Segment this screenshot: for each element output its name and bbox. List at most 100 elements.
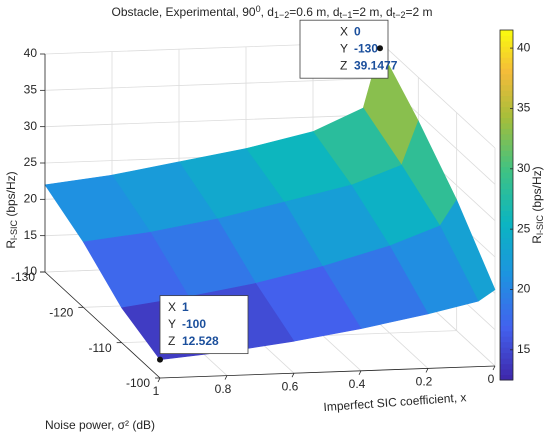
- colorbar-cell: [500, 363, 513, 370]
- colorbar-cell: [500, 221, 513, 228]
- colorbar-cell: [500, 325, 513, 332]
- colorbar-tick-label: 20: [517, 282, 531, 296]
- colorbar-cell: [500, 297, 513, 304]
- x-tick: [291, 373, 295, 378]
- colorbar-cell: [500, 172, 513, 179]
- colorbar-cell: [500, 106, 513, 113]
- colorbar-frame: [499, 29, 514, 381]
- colorbar-cell: [500, 57, 513, 64]
- colorbar-cell: [500, 254, 513, 261]
- colorbar-cell: [500, 292, 513, 299]
- colorbar-cell: [500, 95, 513, 102]
- colorbar-cell: [500, 330, 513, 337]
- y-tick-label: -120: [49, 306, 73, 320]
- x-axis-line: [159, 365, 496, 379]
- colorbar-cell: [500, 243, 513, 250]
- colorbar-cell: [500, 133, 513, 140]
- x-tick-label: 0.4: [349, 377, 366, 391]
- z-tick-label: 35: [24, 83, 38, 97]
- x-tick-label: 0.2: [416, 375, 433, 389]
- colorbar-cell: [500, 270, 513, 277]
- text-part: Obstacle, Experimental, 90: [112, 5, 256, 19]
- x-tick: [224, 375, 228, 380]
- x-tick: [358, 370, 362, 375]
- datatip-key: X: [340, 24, 348, 38]
- datatip-marker: [377, 45, 383, 52]
- datatip-marker: [157, 356, 163, 363]
- colorbar-cell: [500, 101, 513, 108]
- z-tick-label: 15: [24, 228, 38, 242]
- colorbar-cell: [500, 352, 513, 359]
- datatip-key: Y: [168, 317, 176, 331]
- colorbar-cell: [500, 215, 513, 222]
- text-part: t−2: [393, 10, 406, 20]
- colorbar-cell: [500, 194, 513, 201]
- colorbar-cell: [500, 314, 513, 321]
- colorbar-tick-label: 15: [517, 342, 531, 356]
- datatip-value: -130: [354, 41, 378, 55]
- colorbar-cell: [500, 259, 513, 266]
- x-tick-label: 0.8: [215, 382, 232, 396]
- colorbar-cell: [500, 210, 513, 217]
- colorbar-cell: [500, 336, 513, 343]
- colorbar-cell: [500, 166, 513, 173]
- datatip-value: 0: [354, 24, 361, 38]
- text-part: 0: [256, 4, 261, 14]
- colorbar-cell: [500, 205, 513, 211]
- text-part: R: [530, 235, 544, 244]
- colorbar-cell: [500, 122, 513, 129]
- text-part: l-SIC: [9, 220, 19, 241]
- text-part: =2 m, d: [352, 5, 392, 19]
- x-tick: [425, 368, 429, 373]
- colorbar-cell: [500, 40, 513, 47]
- x-tick-label: 1: [153, 384, 160, 398]
- z-tick-label: 30: [24, 119, 38, 133]
- colorbar-cell: [500, 319, 513, 326]
- y-tick-label: -130: [11, 270, 35, 284]
- z-tick-label: 25: [24, 155, 38, 169]
- colorbar-tick-label: 40: [517, 40, 531, 54]
- text-part: (bps/Hz): [530, 166, 544, 215]
- text-part: =2 m: [405, 5, 432, 19]
- x-axis-label: Imperfect SIC coefficient, x: [323, 390, 467, 414]
- z-tick-label: 20: [24, 192, 38, 206]
- colorbar-cell: [500, 150, 513, 157]
- colorbar-cell: [500, 68, 513, 75]
- datatip-key: X: [168, 300, 176, 314]
- y-axis-line: [44, 271, 161, 379]
- colorbar-cell: [500, 84, 513, 91]
- colorbar-cell: [500, 347, 513, 354]
- colorbar-cell: [500, 308, 513, 315]
- colorbar-cell: [500, 303, 513, 310]
- colorbar-cell: [500, 188, 513, 195]
- colorbar-label: Rl-SIC (bps/Hz): [530, 166, 544, 243]
- datatip-box: [159, 295, 249, 355]
- colorbar-cell: [500, 90, 513, 97]
- colorbar-cell: [500, 112, 513, 118]
- colorbar-cell: [500, 144, 513, 151]
- y-axis-label: Noise power, σ² (dB): [45, 418, 155, 432]
- colorbar-cell: [500, 358, 513, 365]
- datatip-value: -100: [182, 317, 206, 331]
- datatip-box: [299, 19, 389, 79]
- colorbar-cell: [500, 265, 513, 272]
- colorbar-cell: [500, 276, 513, 283]
- text-part: 1−2: [274, 10, 289, 20]
- x-tick-label: 0: [488, 372, 495, 386]
- colorbar-cell: [500, 374, 513, 381]
- datatip-key: Y: [340, 41, 348, 55]
- z-axis-label: Rl-SIC (bps/Hz): [4, 171, 18, 248]
- colorbar-cell: [500, 287, 513, 293]
- colorbar-tick-label: 35: [517, 101, 531, 115]
- colorbar-cell: [500, 281, 513, 288]
- datatip-value: 39.1477: [354, 58, 398, 72]
- text-part: (bps/Hz): [4, 171, 18, 220]
- y-tick-label: -100: [126, 376, 150, 390]
- z-tick-label: 10: [24, 264, 38, 278]
- colorbar-cell: [500, 161, 513, 168]
- colorbar-cell: [500, 51, 513, 58]
- colorbar-cell: [500, 237, 513, 244]
- datatip-key: Z: [168, 334, 175, 348]
- colorbar: 15 20 25 30 35 40: [499, 29, 531, 381]
